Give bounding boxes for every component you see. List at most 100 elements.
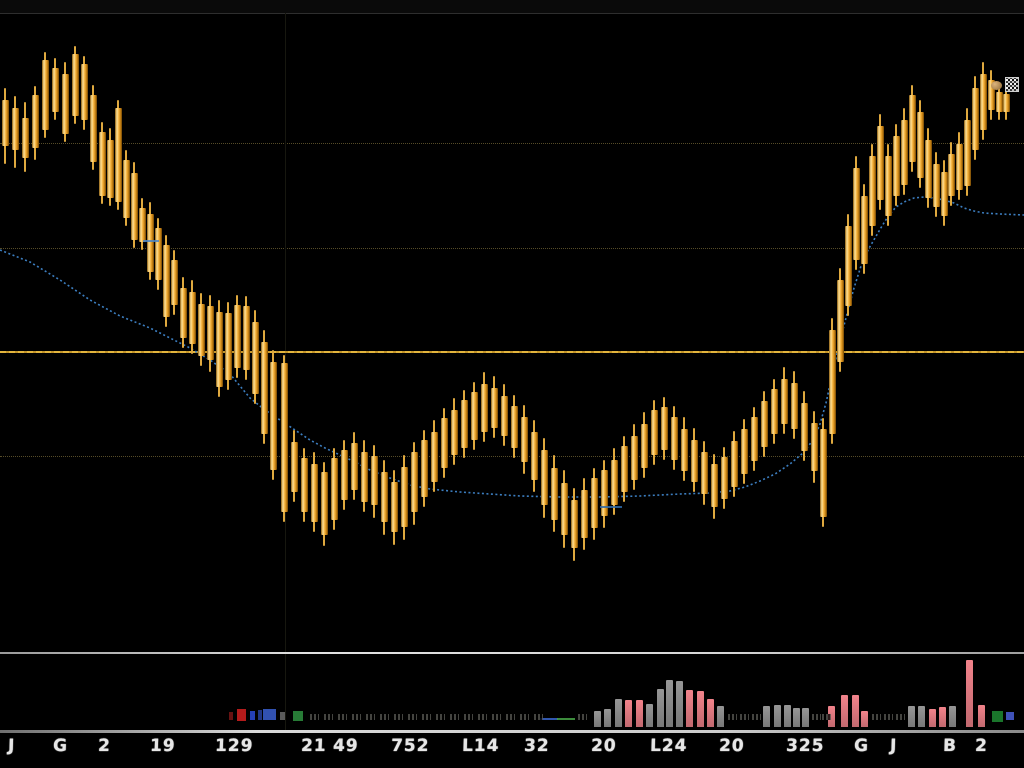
legend-mark xyxy=(600,506,622,508)
legend-mark xyxy=(540,718,558,720)
noise-mark xyxy=(450,714,459,720)
volume-bar xyxy=(966,660,973,727)
volume-bar xyxy=(763,706,770,727)
candle-body xyxy=(361,452,368,502)
legend-mark xyxy=(992,711,1003,722)
candle-body xyxy=(22,118,29,158)
candle-body xyxy=(893,136,900,196)
x-axis: J G 2 19 129 21 49 752 L14 32 20 L24 20 325 G J B 2 xyxy=(0,733,1024,768)
candle-body xyxy=(701,452,708,494)
candle-body xyxy=(207,306,214,360)
candle-body xyxy=(281,363,288,512)
candle-body xyxy=(691,440,698,482)
candle-body xyxy=(877,126,884,200)
noise-mark xyxy=(896,714,905,720)
volume-bar xyxy=(793,708,800,727)
candle-body xyxy=(581,490,588,538)
noise-mark xyxy=(324,714,333,720)
volume-bar xyxy=(707,699,714,727)
candle-body xyxy=(641,424,648,468)
candle-body xyxy=(996,92,1003,112)
volume-bar xyxy=(828,706,835,727)
candle-body xyxy=(561,483,568,535)
volume-bar xyxy=(604,709,611,727)
candle-body xyxy=(252,322,259,394)
noise-mark xyxy=(492,714,501,720)
volume-bar xyxy=(929,709,936,727)
candle-body xyxy=(811,423,818,471)
candle-body xyxy=(261,342,268,434)
x-axis-label: 32 xyxy=(523,736,551,756)
noise-mark xyxy=(408,714,417,720)
volume-bar xyxy=(939,707,946,727)
candle-body xyxy=(925,140,932,198)
volume-bar xyxy=(686,690,693,727)
candle-body xyxy=(42,60,49,130)
noise-mark xyxy=(752,714,761,720)
candle-body xyxy=(371,456,378,505)
horizontal-gridline xyxy=(0,456,1024,457)
legend-mark xyxy=(143,240,159,242)
candle-body xyxy=(671,417,678,460)
legend-mark xyxy=(258,710,262,720)
volume-bar xyxy=(594,711,601,727)
x-axis-label: 49 xyxy=(332,736,360,756)
x-axis-label: G xyxy=(853,736,870,756)
candle-body xyxy=(171,260,178,305)
candle-body xyxy=(391,482,398,532)
candle-body xyxy=(270,362,277,470)
candle-body xyxy=(964,120,971,186)
x-axis-label: L24 xyxy=(649,736,688,756)
candle-body xyxy=(611,460,618,505)
volume-bar xyxy=(625,700,632,727)
candle-body xyxy=(52,68,59,112)
candle-body xyxy=(917,112,924,178)
price-level-line xyxy=(0,351,1024,353)
candle-body xyxy=(123,160,130,218)
candle-body xyxy=(651,410,658,455)
candle-body xyxy=(155,228,162,280)
candle-body xyxy=(411,452,418,512)
candle-body xyxy=(601,470,608,516)
noise-mark xyxy=(506,714,515,720)
legend-mark xyxy=(229,712,233,720)
candle-body xyxy=(711,464,718,507)
candle-body xyxy=(731,441,738,487)
candle-body xyxy=(681,429,688,471)
x-axis-label: 21 xyxy=(300,736,328,756)
candle-body xyxy=(591,478,598,528)
candle-body xyxy=(441,418,448,468)
candle-body xyxy=(99,132,106,196)
noise-mark xyxy=(478,714,487,720)
marker-dot xyxy=(991,81,1002,90)
volume-bar xyxy=(852,695,859,727)
candle-body xyxy=(431,432,438,482)
horizontal-gridline xyxy=(0,248,1024,249)
noise-mark xyxy=(464,714,473,720)
legend-mark xyxy=(250,711,255,720)
candle-body xyxy=(321,472,328,535)
candle-body xyxy=(521,417,528,462)
candle-body xyxy=(948,154,955,196)
x-axis-label: G xyxy=(52,736,69,756)
noise-mark xyxy=(394,714,403,720)
candle-body xyxy=(381,472,388,522)
candle-body xyxy=(791,383,798,429)
x-axis-label: 2 xyxy=(97,736,112,756)
candle-body xyxy=(837,280,844,362)
x-axis-label: 20 xyxy=(718,736,746,756)
candle-body xyxy=(139,208,146,242)
x-axis-label: J xyxy=(7,736,16,756)
candle-body xyxy=(90,95,97,162)
volume-bar xyxy=(697,691,704,727)
noise-glyph-icon xyxy=(1005,77,1019,92)
candle-body xyxy=(541,450,548,505)
pane-separator xyxy=(0,652,1024,654)
candle-body xyxy=(491,388,498,428)
candle-body xyxy=(311,464,318,522)
candle-body xyxy=(471,392,478,440)
legend-mark xyxy=(263,709,276,720)
candle-body xyxy=(933,164,940,207)
